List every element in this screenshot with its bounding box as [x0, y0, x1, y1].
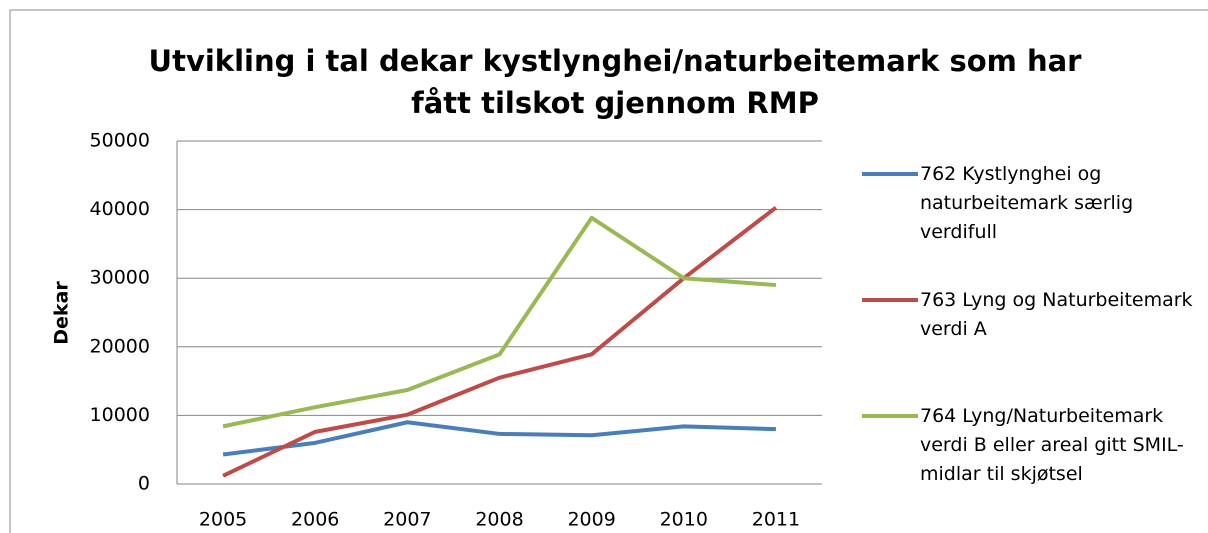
- y-tick-label: 10000: [90, 404, 150, 426]
- legend-label: 764 Lyng/Naturbeitemark verdi B eller ar…: [920, 405, 1184, 485]
- legend-label: 762 Kystlynghei og naturbeitemark særlig…: [920, 163, 1134, 243]
- y-axis-label: Dekar: [51, 281, 73, 345]
- x-tick-label: 2005: [199, 509, 247, 531]
- line-series: [222, 215, 777, 429]
- x-tick-label: 2006: [291, 509, 339, 531]
- x-tick-label: 2010: [660, 509, 708, 531]
- x-tick-label: 2011: [752, 509, 800, 531]
- chart-title: Utvikling i tal dekar kystlynghei/naturb…: [148, 44, 1082, 120]
- line-series: [222, 420, 776, 457]
- legend-label: 763 Lyng og Naturbeitemark verdi A: [920, 289, 1193, 340]
- y-tick-label: 0: [138, 473, 150, 495]
- y-tick-label: 50000: [90, 130, 150, 152]
- y-tick-label: 20000: [90, 335, 150, 357]
- x-tick-label: 2009: [567, 509, 615, 531]
- y-tick-label: 40000: [90, 198, 150, 220]
- frame: [9, 9, 1208, 533]
- x-tick-label: 2007: [383, 509, 431, 531]
- y-tick-label: 30000: [90, 267, 150, 289]
- x-tick-label: 2008: [475, 509, 523, 531]
